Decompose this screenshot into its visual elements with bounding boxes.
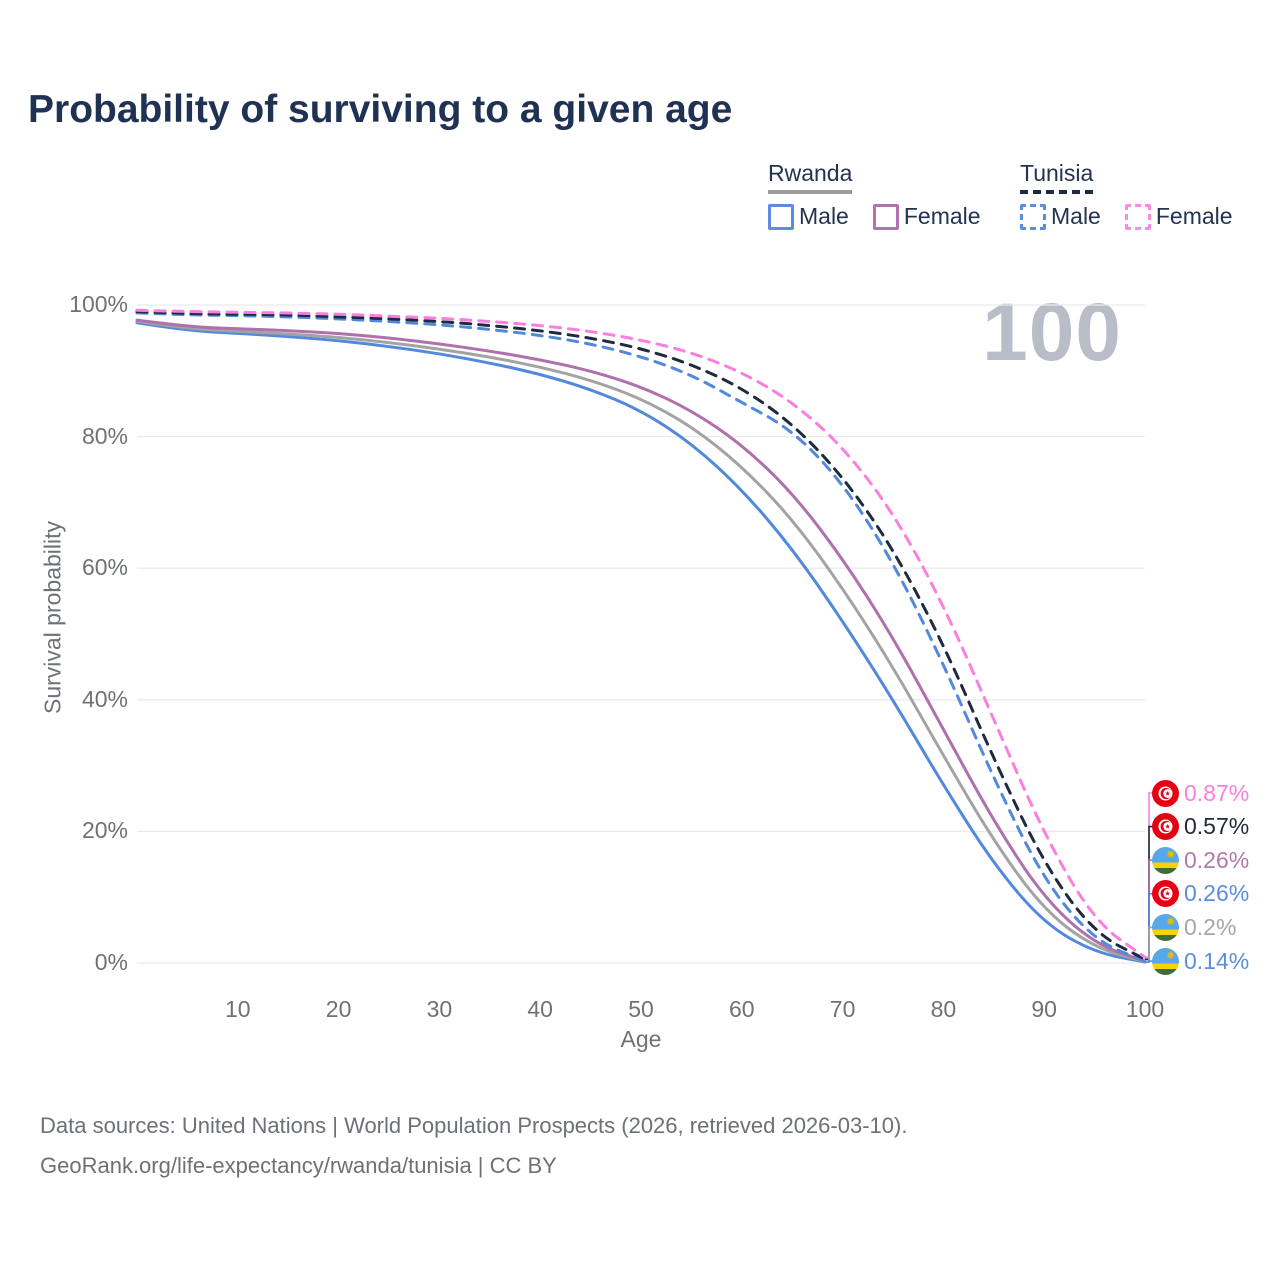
gridlines	[137, 304, 1145, 964]
tunisia-flag-icon	[1152, 880, 1179, 908]
legend-items-tunisia: Male Female	[1020, 203, 1233, 230]
y-tick-label-100%: 100%	[69, 291, 128, 317]
footer-sources-line: Data sources: United Nations | World Pop…	[40, 1113, 908, 1138]
tunisia-male-swatch-icon	[1020, 203, 1046, 230]
series-line-tunisia-total[interactable]	[135, 310, 1147, 961]
footer-attribution-line: GeoRank.org/life-expectancy/rwanda/tunis…	[40, 1153, 557, 1179]
x-tick-label-90: 90	[1031, 996, 1057, 1022]
legend-items-rwanda: Male Female	[768, 203, 1020, 230]
page-title: Probability of surviving to a given age	[28, 88, 733, 131]
end-label-tunisia-total: 0.57%	[1152, 813, 1249, 841]
legend-group-rwanda: Rwanda Male Female	[768, 160, 1020, 230]
tunisia-female-swatch-icon	[1124, 203, 1151, 230]
legend-item-rwanda-male[interactable]: Male	[768, 203, 849, 230]
series-line-rwanda-male[interactable]	[135, 321, 1147, 964]
y-tick-label-0%: 0%	[94, 949, 128, 975]
end-label-rwanda-total: 0.2%	[1152, 913, 1236, 941]
y-tick-label-80%: 80%	[81, 422, 128, 449]
y-tick-label-40%: 40%	[81, 685, 128, 712]
legend-item-label: Male	[799, 203, 849, 229]
end-label-connector-rwanda-male	[1145, 960, 1153, 963]
end-label-tunisia-male: 0.26%	[1152, 880, 1249, 908]
footer: Data sources: United Nations | World Pop…	[40, 1106, 907, 1186]
legend-group-tunisia: Tunisia Male Female	[1020, 160, 1233, 230]
x-tick-label-30: 30	[426, 996, 453, 1022]
end-label-value: 0.26%	[1184, 846, 1250, 873]
legend-item-tunisia-male[interactable]: Male	[1020, 203, 1101, 230]
series-line-tunisia-female[interactable]	[135, 308, 1147, 959]
end-label-tunisia-female: 0.87%	[1152, 779, 1249, 807]
x-tick-label-70: 70	[829, 996, 856, 1022]
end-label-connectors	[1145, 792, 1153, 963]
series-line-rwanda-total[interactable]	[135, 319, 1147, 964]
series-line-tunisia-male[interactable]	[135, 311, 1147, 963]
end-label-value: 0.57%	[1184, 813, 1250, 840]
rwanda-flag-icon	[1152, 947, 1179, 975]
x-tick-label-60: 60	[729, 996, 755, 1022]
legend-country-tunisia[interactable]: Tunisia	[1020, 160, 1094, 194]
x-tick-label-80: 80	[930, 996, 957, 1022]
end-label-value: 0.87%	[1184, 779, 1250, 806]
x-tick-label-100: 100	[1125, 996, 1165, 1022]
legend-item-label: Female	[1155, 203, 1233, 229]
y-tick-label-60%: 60%	[81, 554, 128, 581]
rwanda-female-swatch-icon	[872, 203, 899, 230]
legend-item-label: Female	[903, 203, 981, 229]
x-tick-label-10: 10	[225, 996, 251, 1022]
x-axis-title: Age	[620, 1026, 662, 1052]
y-tick-label-20%: 20%	[81, 817, 128, 844]
x-tick-label-40: 40	[527, 996, 553, 1022]
legend-item-tunisia-female[interactable]: Female	[1124, 203, 1233, 230]
tunisia-flag-icon	[1152, 779, 1179, 807]
end-label-value: 0.26%	[1184, 880, 1250, 907]
legend-item-rwanda-female[interactable]: Female	[872, 203, 981, 230]
rwanda-flag-icon	[1152, 913, 1179, 941]
rwanda-male-swatch-icon	[768, 203, 794, 230]
end-label-rwanda-female: 0.26%	[1152, 846, 1249, 874]
rwanda-flag-icon	[1152, 846, 1179, 874]
end-label-value: 0.2%	[1184, 913, 1237, 940]
legend: Rwanda Male Female Tunisia Male	[768, 160, 1233, 230]
legend-country-rwanda[interactable]: Rwanda	[768, 160, 853, 194]
tunisia-flag-icon	[1152, 813, 1179, 841]
end-label-rwanda-male: 0.14%	[1152, 947, 1249, 975]
end-label-value: 0.14%	[1184, 947, 1250, 974]
x-tick-label-50: 50	[628, 996, 654, 1022]
series-line-rwanda-female[interactable]	[135, 318, 1147, 963]
legend-item-label: Male	[1051, 203, 1101, 229]
series-lines	[135, 308, 1147, 964]
x-tick-label-20: 20	[325, 996, 352, 1022]
